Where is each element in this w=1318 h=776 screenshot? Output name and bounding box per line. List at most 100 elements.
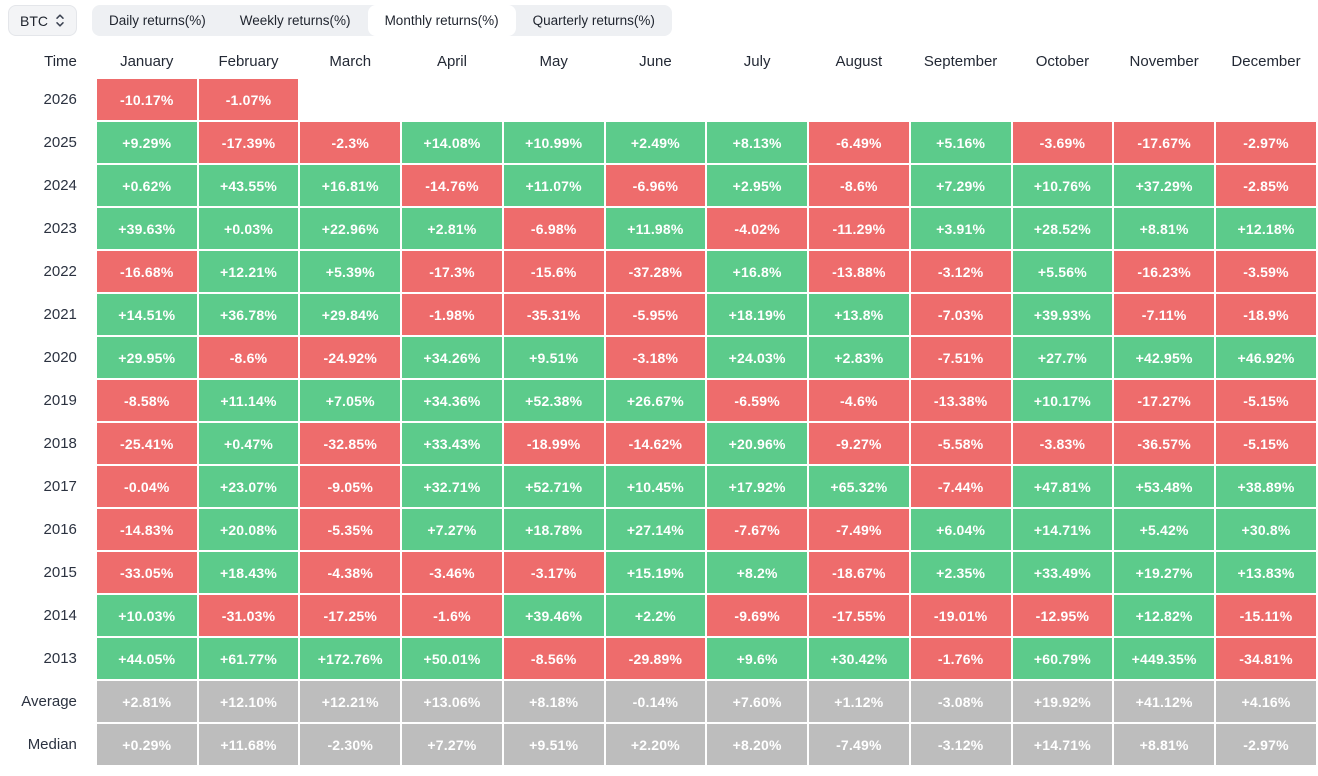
return-cell: -8.56%	[503, 638, 604, 679]
return-cell: +38.89%	[1216, 466, 1316, 507]
return-cell: -2.97%	[1216, 724, 1316, 765]
column-header-october: October	[1035, 52, 1090, 70]
return-cell: +8.13%	[707, 122, 807, 163]
return-cell: -14.83%	[96, 509, 197, 550]
return-cell: +52.38%	[503, 380, 604, 421]
return-cell: +30.8%	[1216, 509, 1316, 550]
return-cell: -19.01%	[910, 595, 1011, 636]
return-cell: +12.10%	[198, 681, 299, 722]
return-cell: +8.81%	[1114, 208, 1215, 249]
return-cell: -18.9%	[1216, 294, 1316, 335]
row-label: 2024	[43, 177, 77, 194]
return-cell: +2.81%	[96, 681, 197, 722]
return-cell: +42.95%	[1114, 337, 1215, 378]
row-label: 2018	[43, 435, 77, 452]
return-cell: -6.49%	[808, 122, 909, 163]
return-cell: +12.21%	[300, 681, 401, 722]
return-cell: -3.12%	[910, 251, 1011, 292]
return-cell: +39.46%	[503, 595, 604, 636]
return-cell: -13.88%	[808, 251, 909, 292]
return-cell: -7.03%	[910, 294, 1011, 335]
return-cell: -8.6%	[808, 165, 909, 206]
return-cell: -13.38%	[910, 380, 1011, 421]
return-cell: +28.52%	[1012, 208, 1113, 249]
return-cell: -6.96%	[605, 165, 706, 206]
column-header-february: February	[218, 52, 279, 70]
return-cell: +43.55%	[198, 165, 299, 206]
return-cell: +29.84%	[300, 294, 401, 335]
return-cell: -34.81%	[1216, 638, 1316, 679]
tab-quarterly[interactable]: Quarterly returns(%)	[532, 13, 655, 28]
return-cell: -18.99%	[503, 423, 604, 464]
return-cell: +6.04%	[910, 509, 1011, 550]
return-cell: -9.69%	[707, 595, 807, 636]
table-row-2014: 2014 +10.03% -31.03% -17.25% -1.6% +39.46% +2.…	[6, 595, 1316, 636]
tab-monthly[interactable]: Monthly returns(%)	[367, 5, 516, 36]
tab-weekly[interactable]: Weekly returns(%)	[239, 13, 351, 28]
table-row-2021: 2021 +14.51% +36.78% +29.84% -1.98% -35.31% -5…	[6, 294, 1316, 335]
return-cell: +2.83%	[808, 337, 909, 378]
return-cell	[1013, 79, 1113, 120]
return-cell: -4.02%	[707, 208, 807, 249]
return-cell: +2.95%	[707, 165, 807, 206]
return-cell: -5.95%	[605, 294, 706, 335]
topbar: BTC Daily returns(%) Weekly returns(%) Mon…	[0, 0, 1318, 36]
return-cell: +8.18%	[503, 681, 604, 722]
return-cell: +16.8%	[707, 251, 807, 292]
row-label: 2016	[43, 521, 77, 538]
return-cell: -1.98%	[402, 294, 502, 335]
row-label: 2013	[43, 650, 77, 667]
return-cell: -2.3%	[300, 122, 401, 163]
return-cell: +60.79%	[1012, 638, 1113, 679]
return-cell	[606, 79, 706, 120]
return-cell: -35.31%	[503, 294, 604, 335]
return-cell: -4.6%	[808, 380, 909, 421]
return-cell: +9.51%	[503, 724, 604, 765]
return-cell	[300, 79, 400, 120]
return-cell: +9.6%	[707, 638, 807, 679]
return-cell: -16.68%	[96, 251, 197, 292]
tab-daily[interactable]: Daily returns(%)	[109, 13, 206, 28]
return-cell: +0.47%	[198, 423, 299, 464]
column-header-march: March	[329, 52, 372, 70]
return-cell: -1.07%	[198, 79, 299, 120]
return-cell: -25.41%	[96, 423, 197, 464]
return-cell: +61.77%	[198, 638, 299, 679]
return-cell: +11.07%	[503, 165, 604, 206]
row-label: 2020	[43, 349, 77, 366]
table-row-2017: 2017 -0.04% +23.07% -9.05% +32.71% +52.71% +10…	[6, 466, 1316, 507]
return-cell: +5.16%	[910, 122, 1011, 163]
return-cell: -12.95%	[1012, 595, 1113, 636]
return-cell: -33.05%	[96, 552, 197, 593]
return-cell: +20.96%	[707, 423, 807, 464]
return-cell: +11.98%	[605, 208, 706, 249]
return-cell: +53.48%	[1114, 466, 1215, 507]
return-cell: -5.35%	[300, 509, 401, 550]
row-label: 2025	[43, 134, 77, 151]
return-cell: +4.16%	[1216, 681, 1316, 722]
return-cell: +9.29%	[96, 122, 197, 163]
return-cell: -29.89%	[605, 638, 706, 679]
symbol-select[interactable]: BTC	[8, 5, 77, 36]
monthly-returns-table: Time January February March April May June July…	[4, 43, 1318, 767]
return-cell: -37.28%	[605, 251, 706, 292]
return-cell: -3.18%	[605, 337, 706, 378]
return-cell: +44.05%	[96, 638, 197, 679]
table-row-2025: 2025 +9.29% -17.39% -2.3% +14.08% +10.99% +2.4…	[6, 122, 1316, 163]
column-header-september: September	[923, 52, 998, 70]
return-cell: +26.67%	[605, 380, 706, 421]
return-cell: -17.3%	[402, 251, 502, 292]
table-row-2015: 2015 -33.05% +18.43% -4.38% -3.46% -3.17% +15.…	[6, 552, 1316, 593]
return-cell: -18.67%	[808, 552, 909, 593]
table-row-2022: 2022 -16.68% +12.21% +5.39% -17.3% -15.6% -37.…	[6, 251, 1316, 292]
return-cell	[504, 79, 604, 120]
return-cell: +5.56%	[1012, 251, 1113, 292]
return-cell: +10.99%	[503, 122, 604, 163]
return-cell: -15.11%	[1216, 595, 1316, 636]
row-label: 2014	[43, 607, 77, 624]
column-header-june: June	[639, 52, 672, 70]
return-cell: +39.93%	[1012, 294, 1113, 335]
return-cell: -11.29%	[808, 208, 909, 249]
return-cell: -3.08%	[910, 681, 1011, 722]
return-cell: -9.27%	[808, 423, 909, 464]
